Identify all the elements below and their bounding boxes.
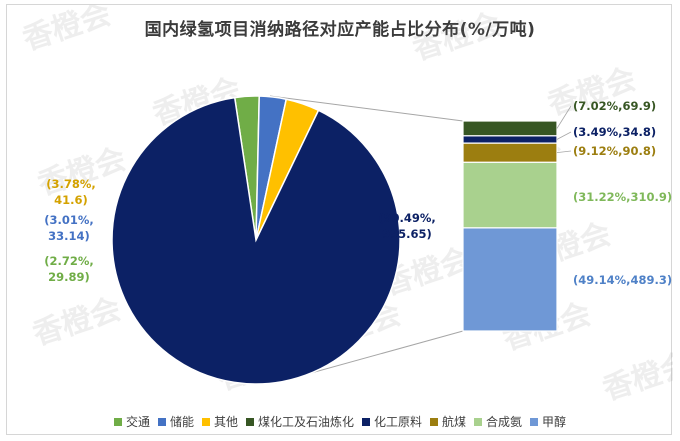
watermark-text: 香橙会: [409, 7, 505, 68]
legend-label: 合成氨: [486, 415, 523, 429]
legend-swatch: [362, 418, 370, 426]
legend-item-ammonia: 合成氨: [474, 413, 522, 430]
watermark-text: 香橙会: [29, 292, 125, 353]
legend-item-other: 其他: [201, 413, 238, 430]
legend-item-transport: 交通: [113, 413, 150, 430]
legend-item-methanol: 甲醇: [530, 413, 566, 430]
chart-canvas: 香橙会香橙会香橙会香橙会香橙会香橙会香橙会香橙会香橙会香橙会香橙会香橙会香橙会香…: [19, 5, 673, 408]
label-leader-coal-petro-refining: [556, 105, 572, 129]
watermark-text: 香橙会: [19, 5, 115, 58]
pie-chart: [111, 95, 401, 385]
pie-label-transport: (2.72%, 29.89): [44, 254, 94, 284]
legend-label: 化工原料: [374, 415, 423, 429]
legend-label: 储能: [169, 415, 194, 429]
pie-label-storage: (3.01%, 33.14): [44, 213, 94, 243]
legend-swatch: [113, 418, 122, 426]
legend-swatch: [245, 418, 254, 426]
legend-swatch: [530, 418, 539, 426]
legend-label: 交通: [125, 415, 150, 429]
legend-item-chemical-feedstock: 化工原料: [362, 413, 422, 430]
legend-label: 其他: [213, 415, 238, 429]
bar-segment-jet-fuel: [462, 142, 558, 163]
legend: 交通 储能 其他 煤化工及石油炼化 化工原料 航煤 合成氨 甲醇: [7, 413, 673, 430]
pie-label-other: (3.78%, 41.6): [46, 177, 96, 207]
data-labels: (2.72%, 29.89) (3.01%, 33.14) (3.78%, 41.6) (9…: [44, 99, 672, 287]
stacked-bar-chart: [462, 120, 558, 332]
legend-item-storage: 储能: [157, 413, 194, 430]
bar-label-jet-fuel: (9.12%,90.8): [573, 144, 656, 158]
legend-swatch: [430, 418, 439, 426]
legend-swatch: [201, 418, 210, 426]
legend-item-jet-fuel: 航煤: [430, 413, 466, 430]
legend-label: 煤化工及石油炼化: [257, 415, 354, 429]
bar-label-ammonia: (31.22%,310.9): [573, 190, 672, 204]
legend-label: 甲醇: [542, 415, 567, 429]
connector-line-top: [269, 95, 464, 122]
bar-segment-chemical-feedstock: [462, 135, 558, 144]
label-leader-chemical-feedstock: [556, 131, 572, 140]
bar-segment-ammonia: [462, 161, 558, 229]
legend-swatch: [157, 418, 166, 426]
legend-item-coal-petro-refining: 煤化工及石油炼化: [245, 413, 354, 430]
pie-slice-chemical-feedstock: [111, 96, 401, 385]
pie-label-chemical-feedstock: (90.49%, 995.65): [378, 211, 436, 241]
bar-label-chemical-feedstock: (3.49%,34.8): [573, 125, 656, 139]
label-leader-jet-fuel: [556, 150, 572, 154]
legend-label: 航煤: [442, 415, 467, 429]
legend-swatch: [474, 418, 483, 426]
watermark-text: 香橙会: [544, 62, 640, 123]
watermark-text: 香橙会: [599, 347, 673, 408]
bar-label-methanol: (49.14%,489.3): [573, 273, 672, 287]
bar-segment-coal-petro-refining: [462, 120, 558, 137]
chart-frame: 国内绿氢项目消纳路径对应产能占比分布(%/万吨) 香橙会 香橙会 香橙会 香橙会 香橙会…: [6, 4, 673, 435]
bar-segment-methanol: [462, 227, 558, 332]
bar-label-coal-petro-refining: (7.02%,69.9): [573, 99, 656, 113]
chart-title: 国内绿氢项目消纳路径对应产能占比分布(%/万吨): [144, 20, 536, 40]
